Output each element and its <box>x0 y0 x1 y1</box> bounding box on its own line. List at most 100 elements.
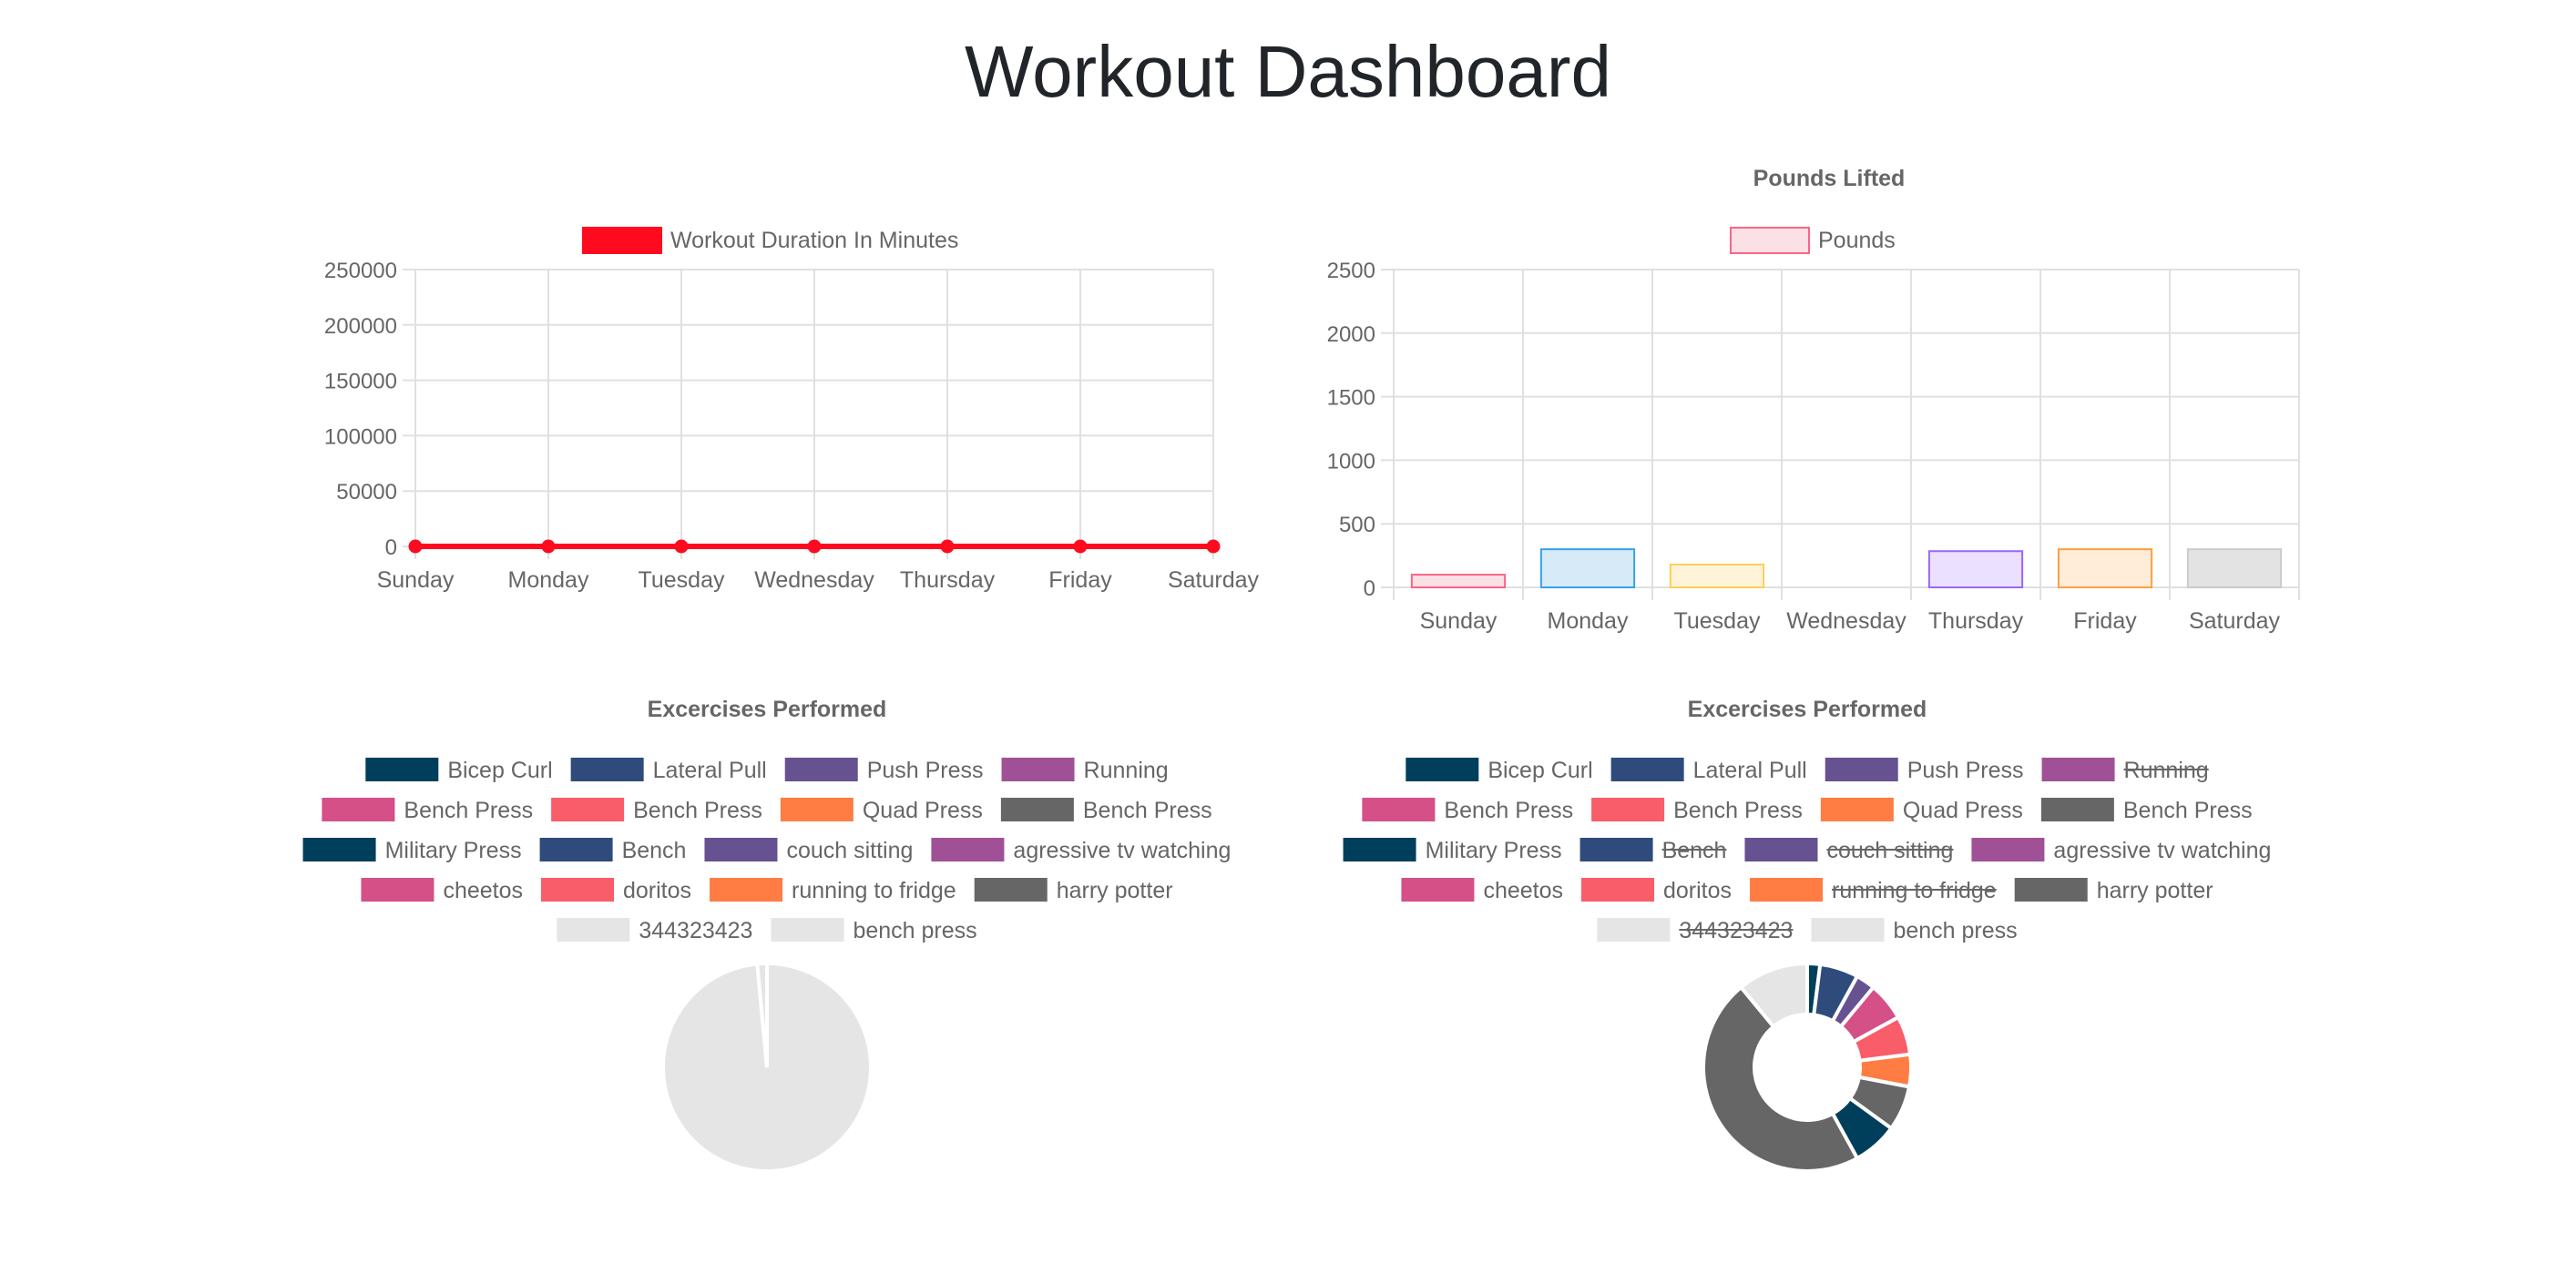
legend-swatch[interactable] <box>322 798 395 821</box>
legend-swatch[interactable] <box>1362 798 1436 821</box>
slice[interactable] <box>1738 961 1809 1030</box>
legend-label[interactable]: Bench Press <box>1673 798 1803 823</box>
bar[interactable] <box>1410 574 1507 588</box>
legend-swatch[interactable] <box>1744 838 1818 861</box>
legend-swatch[interactable] <box>1000 798 1074 821</box>
legend-swatch[interactable] <box>1811 918 1885 942</box>
legend-label[interactable]: agressive tv watching <box>1013 838 1231 863</box>
legend-label[interactable]: Bench Press <box>1083 798 1212 823</box>
legend-label[interactable]: 344323423 <box>639 918 752 943</box>
bar[interactable] <box>1669 563 1765 589</box>
bar[interactable] <box>2057 548 2153 588</box>
legend-label[interactable]: Bench <box>622 838 687 863</box>
legend-label[interactable]: harry potter <box>1057 878 1173 903</box>
legend-label[interactable]: harry potter <box>2097 878 2213 903</box>
legend-swatch[interactable] <box>1597 918 1671 942</box>
legend-label[interactable]: bench press <box>853 918 976 943</box>
y-tick-label: 1500 <box>1327 386 1375 411</box>
y-tick-label: 2000 <box>1327 322 1375 347</box>
legend-swatch[interactable] <box>1343 838 1416 861</box>
slice[interactable] <box>1702 984 1860 1173</box>
legend-label[interactable]: Quad Press <box>863 798 983 823</box>
legend-label[interactable]: Lateral Pull <box>1693 758 1807 783</box>
x-tick-label: Wednesday <box>1786 608 1906 634</box>
legend-swatch[interactable] <box>582 227 662 254</box>
legend-label[interactable]: Workout Duration In Minutes <box>670 228 958 253</box>
y-tick-label: 0 <box>1364 576 1375 601</box>
legend-swatch[interactable] <box>570 758 644 781</box>
legend-label[interactable]: bench press <box>1893 918 2017 943</box>
x-tick-label: Thursday <box>900 567 996 593</box>
legend-label[interactable]: Military Press <box>385 838 522 863</box>
data-point[interactable] <box>1206 539 1221 554</box>
legend-swatch[interactable] <box>1820 798 1894 821</box>
legend-swatch[interactable] <box>1610 758 1684 781</box>
data-point[interactable] <box>674 539 689 554</box>
legend-swatch[interactable] <box>541 878 615 902</box>
legend-swatch[interactable] <box>1401 878 1475 902</box>
legend-swatch[interactable] <box>539 838 613 861</box>
legend-swatch[interactable] <box>551 798 625 821</box>
legend-swatch[interactable] <box>302 838 376 861</box>
legend-label[interactable]: Bench Press <box>1444 798 1573 823</box>
bar[interactable] <box>2186 548 2283 588</box>
pounds-lifted-bar-chart: Pounds Lifted Pounds 2500 2000 1500 1000 500 0 S… <box>1327 166 2300 634</box>
data-point[interactable] <box>408 539 423 554</box>
legend-swatch[interactable] <box>2040 798 2114 821</box>
bar[interactable] <box>1927 550 2024 588</box>
legend-swatch[interactable] <box>974 878 1048 902</box>
slice[interactable] <box>755 961 769 1068</box>
legend-swatch[interactable] <box>1001 758 1075 781</box>
y-tick-label: 250000 <box>324 259 397 283</box>
legend-label[interactable]: Lateral Pull <box>653 758 767 783</box>
legend-label[interactable]: cheetos <box>443 878 523 903</box>
legend-label[interactable]: Bench Press <box>633 798 762 823</box>
legend-swatch[interactable] <box>365 758 439 781</box>
data-point[interactable] <box>1073 539 1088 554</box>
legend-label[interactable]: agressive tv watching <box>2053 838 2271 863</box>
legend-swatch[interactable] <box>1971 838 2045 861</box>
legend-label[interactable]: Bicep Curl <box>1487 758 1592 783</box>
y-tick-label: 1000 <box>1327 449 1375 474</box>
legend-label[interactable]: Push Press <box>1907 758 2024 783</box>
y-tick-label: 100000 <box>324 424 397 449</box>
legend-swatch[interactable] <box>710 878 783 902</box>
legend-label[interactable]: running to fridge <box>792 878 956 903</box>
y-tick-label: 200000 <box>324 314 397 339</box>
legend-label[interactable]: Running <box>1084 758 1169 783</box>
data-point[interactable] <box>940 539 955 554</box>
legend-label[interactable]: doritos <box>1663 878 1732 903</box>
legend-swatch[interactable] <box>557 918 630 942</box>
legend-swatch[interactable] <box>1581 878 1655 902</box>
legend-label[interactable]: Military Press <box>1426 838 1562 863</box>
legend-swatch[interactable] <box>1730 227 1810 254</box>
data-point[interactable] <box>807 539 822 554</box>
legend-label[interactable]: Bench Press <box>2123 798 2253 823</box>
legend-label[interactable]: doritos <box>623 878 691 903</box>
legend-label[interactable]: Bench Press <box>404 798 533 823</box>
legend-swatch[interactable] <box>1579 838 1653 861</box>
legend-label[interactable]: Quad Press <box>1903 798 2023 823</box>
legend-swatch[interactable] <box>931 838 1005 861</box>
legend-swatch[interactable] <box>780 798 854 821</box>
legend-swatch[interactable] <box>1406 758 1479 781</box>
x-tick-label: Monday <box>1548 608 1629 634</box>
legend-label[interactable]: Bicep Curl <box>447 758 552 783</box>
legend-label[interactable]: cheetos <box>1483 878 1563 903</box>
legend-label[interactable]: Push Press <box>867 758 984 783</box>
legend-swatch[interactable] <box>1591 798 1665 821</box>
legend-swatch[interactable] <box>2041 758 2115 781</box>
legend-swatch[interactable] <box>1825 758 1898 781</box>
legend-swatch[interactable] <box>1750 878 1824 902</box>
bar[interactable] <box>1539 548 1636 588</box>
chart-title: Excercises Performed <box>648 697 887 722</box>
legend-swatch[interactable] <box>784 758 858 781</box>
data-point[interactable] <box>541 539 556 554</box>
legend-swatch[interactable] <box>2014 878 2088 902</box>
legend-swatch[interactable] <box>771 918 844 942</box>
legend-swatch[interactable] <box>361 878 434 902</box>
legend-label[interactable]: Pounds <box>1818 228 1896 253</box>
legend-label[interactable]: couch sitting <box>786 838 913 863</box>
legend-swatch[interactable] <box>704 838 778 861</box>
